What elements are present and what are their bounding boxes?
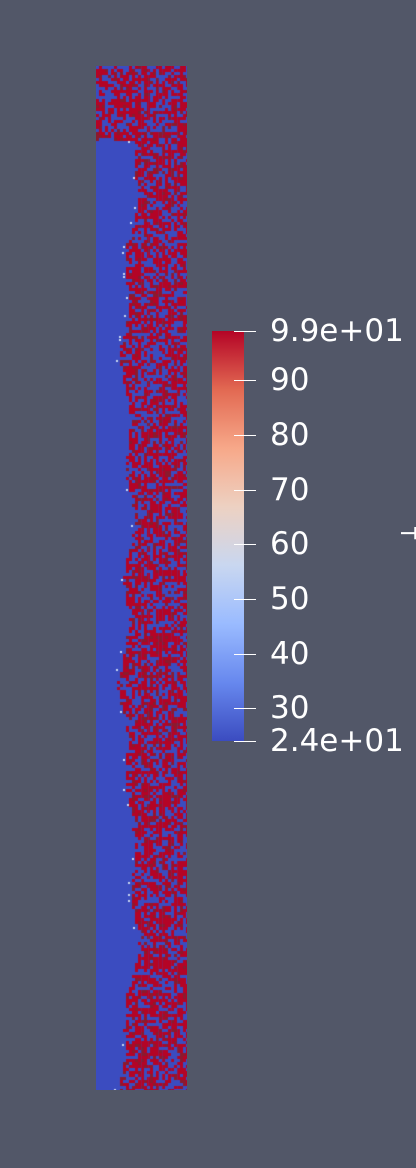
colorbar-tick-label: 90 [270, 362, 310, 399]
colorbar-tick-label: 2.4e+01 [270, 723, 404, 759]
colorbar-tick [234, 435, 256, 436]
color-legend-bar [212, 331, 244, 741]
colorbar-tick-label: 50 [270, 580, 310, 617]
colorbar-tick [234, 654, 256, 655]
colorbar-tick-label: 40 [270, 635, 310, 672]
colorbar-tick [234, 380, 256, 381]
colorbar-tick [234, 708, 256, 709]
colorbar-tick [234, 544, 256, 545]
colorbar-tick [234, 490, 256, 491]
colorbar-tick-label: 9.9e+01 [270, 313, 404, 349]
colorbar-tick-label: 70 [270, 471, 310, 508]
colorbar-tick-label: 30 [270, 690, 310, 727]
temperature-field-render[interactable] [96, 66, 187, 1090]
colorbar-tick [234, 741, 256, 742]
colorbar-tick [234, 599, 256, 600]
colorbar-tick-label: 60 [270, 526, 310, 563]
colorbar-gradient [212, 331, 244, 741]
colorbar-tick-label: 80 [270, 416, 310, 453]
colorbar-title: T [396, 527, 416, 547]
colorbar-tick [234, 331, 256, 332]
